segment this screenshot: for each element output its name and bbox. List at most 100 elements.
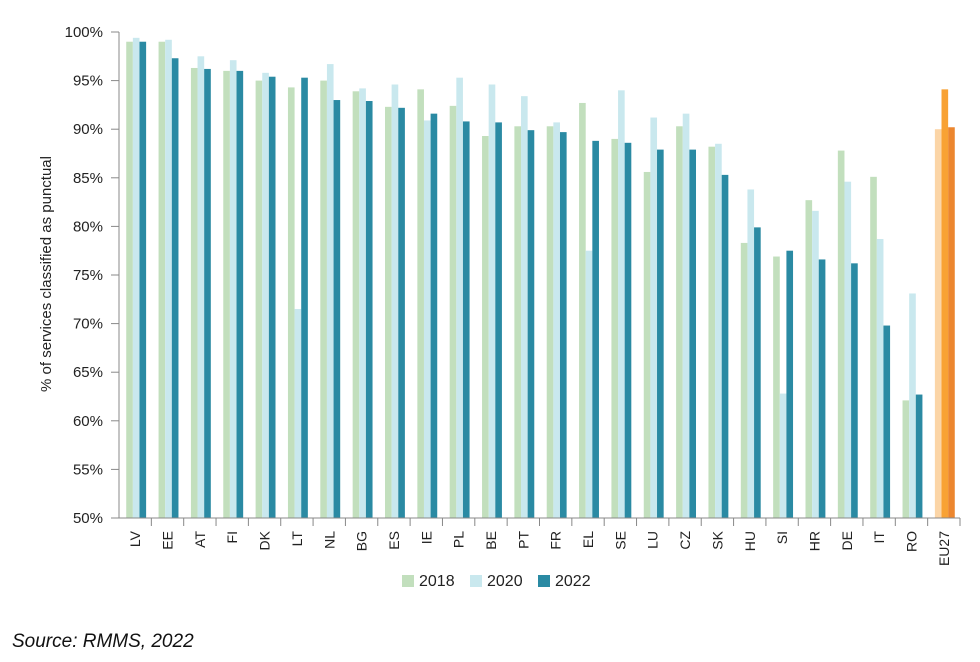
bar-IE-2022 [430, 113, 438, 518]
x-tick-label: FR [548, 531, 564, 550]
bar-EE-2022 [171, 58, 179, 519]
bar-LU-2022 [657, 149, 664, 518]
bar-HR-2018 [805, 200, 813, 518]
legend-label-2020: 2020 [487, 573, 523, 590]
x-tick-label: SK [709, 530, 725, 549]
bar-SE-2022 [624, 142, 632, 519]
bar-ES-2022 [398, 107, 405, 518]
bar-SE-2018 [611, 138, 619, 519]
x-tick-label: LV [127, 530, 143, 547]
bar-FR-2022 [559, 132, 567, 518]
bar-LU-2020 [650, 117, 658, 518]
bar-LT-2018 [287, 87, 295, 519]
x-tick-label: NL [321, 531, 337, 549]
x-tick-label: ES [386, 531, 402, 550]
bars [126, 37, 955, 519]
legend-swatch-2018 [402, 575, 414, 587]
bar-EL-2020 [585, 250, 593, 518]
bar-BE-2020 [488, 84, 496, 518]
bar-HU-2022 [754, 227, 761, 518]
y-axis-title: % of services classified as punctual [38, 156, 55, 392]
bar-DK-2018 [255, 80, 263, 518]
bar-FR-2020 [553, 122, 560, 518]
x-tick-label: DK [257, 530, 273, 550]
bar-FI-2020 [229, 60, 237, 519]
y-axis: 50% 55% 60% 65% 70% 75% 80% 85% 90% 95% 100% [65, 24, 120, 527]
bar-IT-2020 [876, 239, 884, 518]
bar-LU-2018 [643, 171, 651, 518]
x-tick-label: AT [192, 531, 208, 548]
y-tick-label: 75% [73, 267, 103, 284]
bar-EU27-2018 [934, 129, 942, 518]
bar-SI-2018 [773, 256, 780, 518]
bar-NL-2020 [326, 64, 334, 519]
bar-LT-2020 [294, 309, 302, 518]
bar-HU-2018 [740, 242, 748, 518]
legend-label-2018: 2018 [419, 573, 455, 590]
bar-SI-2022 [786, 250, 794, 518]
bar-BG-2022 [365, 101, 373, 519]
bar-DE-2020 [844, 181, 852, 519]
bar-FI-2018 [223, 70, 230, 518]
bar-CZ-2022 [689, 149, 697, 518]
bar-DE-2018 [837, 150, 845, 519]
y-tick-label: 60% [73, 413, 103, 430]
bar-EL-2018 [579, 102, 586, 519]
y-tick-label: 95% [73, 73, 103, 90]
bar-RO-2020 [909, 293, 916, 518]
bar-AT-2022 [204, 68, 211, 518]
bar-PT-2018 [514, 126, 522, 518]
x-tick-label: RO [903, 531, 919, 552]
bar-IT-2018 [870, 176, 877, 518]
bar-HR-2022 [818, 259, 826, 518]
bar-LT-2022 [301, 77, 308, 519]
bar-RO-2022 [915, 394, 923, 518]
bar-BG-2018 [352, 91, 360, 519]
bar-PL-2022 [462, 121, 470, 518]
x-tick-label: PT [515, 531, 531, 549]
legend-swatch-2022 [538, 575, 550, 587]
bar-SI-2020 [779, 393, 787, 518]
bar-FR-2018 [546, 126, 554, 518]
legend: 2018 2020 2022 [402, 573, 591, 590]
bar-LV-2022 [139, 41, 147, 518]
x-axis: LV EE AT FI DK LT NL BG ES IE PL BE PT FR EL SE LU CZ SK HU… [119, 517, 961, 566]
bar-CZ-2020 [682, 113, 690, 518]
x-tick-label: HR [806, 531, 822, 551]
y-tick-label: 50% [73, 510, 103, 527]
y-tick-label: 55% [73, 461, 103, 478]
bar-EE-2018 [158, 41, 166, 518]
bar-LV-2018 [126, 41, 133, 518]
bar-EE-2020 [165, 39, 172, 518]
bar-ES-2018 [384, 106, 392, 519]
legend-label-2022: 2022 [555, 573, 591, 590]
bar-SK-2018 [708, 146, 716, 519]
bar-CZ-2018 [676, 126, 683, 518]
bar-NL-2022 [333, 100, 341, 518]
x-tick-label: EE [160, 531, 176, 550]
bar-EU27-2022 [948, 127, 955, 519]
bar-SE-2020 [618, 90, 625, 518]
bar-HR-2020 [812, 210, 819, 518]
bar-RO-2018 [902, 400, 910, 518]
y-tick-label: 65% [73, 364, 103, 381]
bar-AT-2018 [190, 67, 198, 519]
bar-LV-2020 [132, 37, 140, 518]
x-tick-label: LT [289, 531, 305, 547]
bar-EU27-2020 [941, 89, 949, 519]
source-note: Source: RMMS, 2022 [12, 631, 194, 652]
bar-PT-2020 [521, 96, 528, 518]
x-tick-label: SI [774, 531, 790, 544]
x-tick-label: PL [451, 531, 467, 548]
bar-HU-2020 [747, 189, 755, 519]
bar-IE-2018 [417, 89, 424, 519]
bar-PL-2020 [456, 77, 463, 519]
x-tick-label: EU27 [936, 531, 952, 566]
x-tick-label: DE [839, 531, 855, 550]
bar-BE-2018 [482, 136, 489, 518]
bar-IE-2020 [423, 120, 431, 519]
x-tick-label: EL [580, 531, 596, 548]
x-tick-label: LU [645, 531, 661, 549]
x-tick-label: BE [483, 531, 499, 550]
bar-chart: 50% 55% 60% 65% 70% 75% 80% 85% 90% 95% 100% LV EE A… [38, 24, 961, 590]
